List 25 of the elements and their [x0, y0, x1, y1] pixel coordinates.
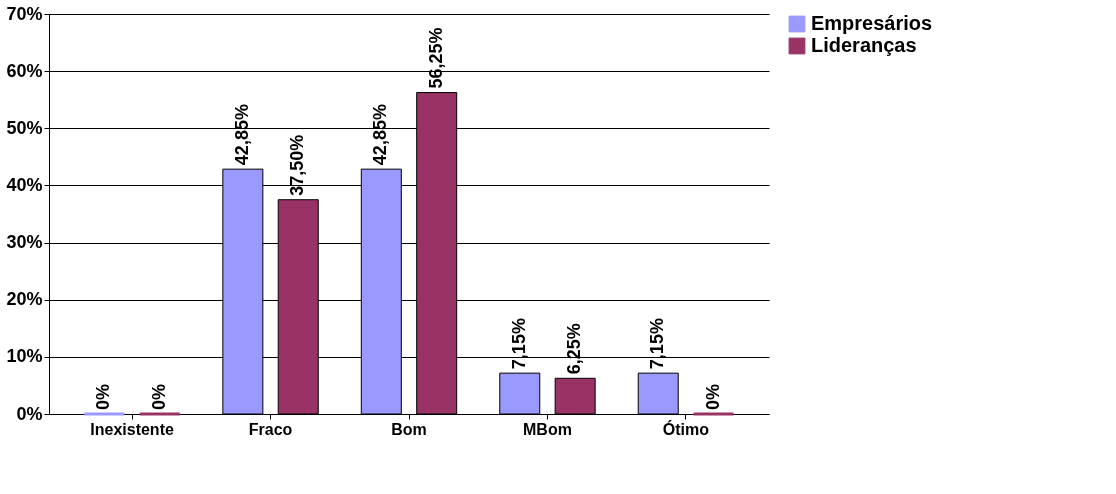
- data-label: 56,25%: [425, 27, 446, 89]
- y-tick-label: 50%: [6, 117, 43, 138]
- data-label: 7,15%: [647, 318, 668, 370]
- y-tick-label: 60%: [6, 60, 43, 81]
- y-tick-label: 20%: [6, 289, 43, 310]
- y-tick-label: 40%: [6, 174, 43, 195]
- legend-label: Lideranças: [811, 34, 917, 56]
- data-label: 37,50%: [287, 134, 308, 196]
- x-tick-label: MBom: [523, 420, 572, 438]
- y-tick-label: 0%: [16, 403, 43, 424]
- data-label: 42,85%: [370, 104, 391, 166]
- data-label: 0%: [93, 383, 114, 410]
- legend-label: Empresários: [811, 12, 933, 34]
- y-tick-label: 10%: [6, 346, 43, 367]
- data-label: 6,25%: [564, 323, 585, 375]
- x-tick-label: Inexistente: [90, 420, 174, 438]
- x-tick-label: Ótimo: [662, 419, 710, 438]
- y-tick-label: 70%: [6, 3, 43, 24]
- x-tick-label: Fraco: [248, 420, 293, 438]
- data-label: 7,15%: [508, 318, 529, 370]
- x-tick-label: Bom: [391, 420, 427, 438]
- data-label: 0%: [148, 383, 169, 410]
- data-label: 0%: [702, 383, 723, 410]
- y-tick-label: 30%: [6, 232, 43, 253]
- data-label: 42,85%: [231, 104, 252, 166]
